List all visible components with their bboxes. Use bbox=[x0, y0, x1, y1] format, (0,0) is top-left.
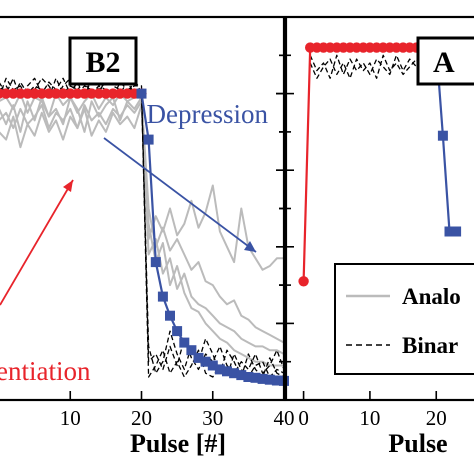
panel-b2-tag-label: B2 bbox=[85, 46, 120, 79]
panel-b2-xtick-label-1: 20 bbox=[131, 406, 152, 430]
panel-b2-series-1-point-25 bbox=[172, 326, 183, 337]
panel-b2-series-1-point-23 bbox=[157, 291, 168, 302]
depression-arrow bbox=[103, 137, 257, 253]
depression-label: Depression bbox=[147, 99, 269, 129]
panel-b2-series-0-point-17 bbox=[114, 88, 126, 99]
panel-a-series-1-point-21 bbox=[437, 130, 448, 141]
panel-b2-xtick-label-2: 30 bbox=[202, 406, 223, 430]
panel-b2-series-1-point-20 bbox=[136, 88, 147, 99]
panel-b2-series-1-point-28 bbox=[193, 352, 204, 363]
potentiation-label: entiation bbox=[0, 356, 91, 386]
panel-b2-series-1-line bbox=[140, 93, 285, 382]
potentiation-arrow bbox=[0, 179, 74, 306]
panel-b2-series-1-point-31 bbox=[214, 364, 225, 375]
panel-a-tag-label: A bbox=[433, 46, 455, 79]
panel-a-tag bbox=[416, 36, 474, 86]
panel-b2-series-1-point-39 bbox=[271, 375, 282, 386]
panel-b2-xlabel: Pulse [#] bbox=[130, 429, 226, 458]
panel-b2: 10 20 30 40 Pulse [#] B2 Depression entiati… bbox=[0, 15, 295, 458]
panel-a-xtick-label-2: 20 bbox=[426, 406, 447, 430]
panel-b2-series-0-point-9 bbox=[57, 88, 69, 99]
panel-a-series-0-line bbox=[302, 46, 437, 282]
panel-b2-series-1-point-32 bbox=[222, 366, 232, 377]
panel-b2-series-1-point-33 bbox=[229, 368, 240, 379]
legend bbox=[334, 263, 474, 375]
panel-b2-series-1-point-24 bbox=[165, 310, 175, 321]
legend-binary-label: Binar bbox=[402, 333, 458, 358]
panel-b2-series-1-point-22 bbox=[150, 257, 161, 268]
panel-b2-xtick-label-0: 10 bbox=[60, 406, 81, 430]
panel-b2-series-0-point-1 bbox=[0, 88, 12, 99]
panel-b2-tag bbox=[68, 36, 138, 86]
panel-a-series-3-line bbox=[309, 54, 437, 79]
panel-a-xtick-label-0: 0 bbox=[298, 406, 309, 430]
potentiation-arrowhead bbox=[63, 180, 73, 192]
panel-a-series-2-line bbox=[309, 54, 437, 79]
legend-analog-label: Analo bbox=[402, 284, 461, 309]
panel-a-xlabel: Pulse bbox=[388, 429, 447, 458]
panel-a-series-1-point-22 bbox=[444, 226, 455, 237]
panel-b2-series-1-point-30 bbox=[207, 360, 218, 371]
panel-b2-series-1-point-37 bbox=[257, 373, 268, 384]
depression-arrowhead bbox=[244, 241, 256, 252]
panel-b2-series-0-point-5 bbox=[29, 88, 40, 99]
panel-b2-xtick-label-3: 40 bbox=[274, 406, 295, 430]
panel-b2-series-3-line bbox=[0, 96, 285, 344]
panel-a-series-1-point-23 bbox=[451, 226, 462, 237]
panel-b2-series-1-point-27 bbox=[186, 345, 197, 356]
panel-a: 0 10 20 Pulse A Analo Binar bbox=[276, 15, 474, 458]
panel-a-series-0-point-0 bbox=[298, 276, 309, 287]
panel-b2-series-1-point-38 bbox=[264, 374, 275, 385]
panel-b2-series-1-point-21 bbox=[143, 134, 154, 145]
panel-b2-series-1-point-26 bbox=[179, 337, 190, 348]
panel-b2-series-5-line bbox=[0, 104, 284, 367]
panel-b2-series-1-point-29 bbox=[200, 356, 211, 367]
panel-b2-series-1-point-34 bbox=[236, 370, 247, 381]
panel-b2-series-1-point-36 bbox=[250, 372, 261, 383]
panel-a-xtick-label-1: 10 bbox=[359, 406, 380, 430]
panel-b2-series-0-point-13 bbox=[86, 88, 97, 99]
panel-b2-series-1-point-35 bbox=[243, 372, 254, 382]
